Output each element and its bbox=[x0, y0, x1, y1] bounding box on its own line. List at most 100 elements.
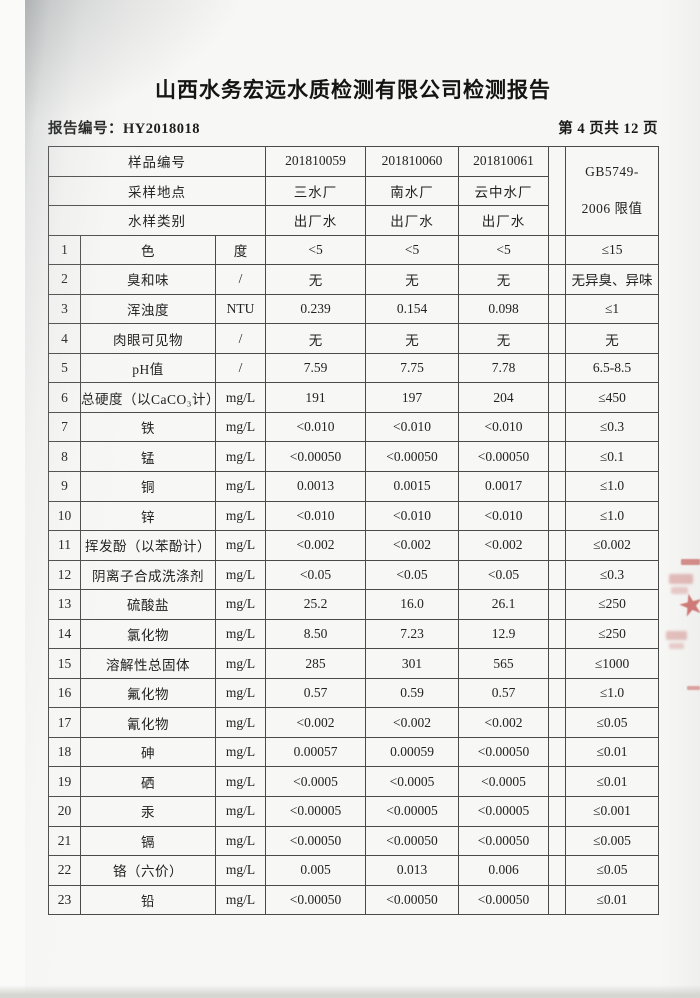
unit-cell: mg/L bbox=[214, 796, 267, 827]
value-cell-3: 无 bbox=[458, 323, 550, 354]
spacer-cell bbox=[548, 589, 567, 620]
row-number-cell: 3 bbox=[48, 293, 81, 325]
spacer-cell bbox=[548, 559, 567, 591]
spacer-cell bbox=[548, 618, 567, 650]
table-row: 15 溶解性总固体 mg/L 285 301 565 ≤1000 bbox=[48, 648, 660, 679]
row-number-cell: 7 bbox=[48, 411, 81, 443]
row-number-cell: 20 bbox=[48, 796, 81, 827]
unit-cell: / bbox=[214, 323, 267, 354]
limit-cell: ≤0.002 bbox=[565, 530, 660, 561]
value-cell-3: <0.05 bbox=[458, 559, 550, 591]
value-cell-2: <0.002 bbox=[365, 707, 460, 738]
spacer-cell bbox=[548, 500, 567, 532]
table-row: 12 阴离子合成洗涤剂 mg/L <0.05 <0.05 <0.05 ≤0.3 bbox=[48, 559, 660, 591]
value-cell-3: 无 bbox=[458, 264, 550, 295]
header-site-label: 采样地点 bbox=[47, 175, 267, 207]
value-cell-3: 12.9 bbox=[458, 618, 550, 650]
value-cell-1: <5 bbox=[265, 234, 367, 266]
spacer-cell bbox=[548, 471, 567, 502]
value-cell-3: 0.57 bbox=[458, 677, 550, 709]
unit-cell: mg/L bbox=[214, 736, 267, 768]
row-number-cell: 19 bbox=[48, 766, 81, 798]
limit-cell: 6.5-8.5 bbox=[565, 352, 660, 384]
row-number-cell: 11 bbox=[48, 530, 81, 561]
value-cell-2: <0.010 bbox=[365, 500, 460, 532]
table-row: 3 浑浊度 NTU 0.239 0.154 0.098 ≤1 bbox=[48, 293, 660, 325]
spacer-cell bbox=[548, 796, 567, 827]
value-cell-1: 25.2 bbox=[265, 589, 367, 620]
value-cell-1: 0.005 bbox=[265, 855, 367, 886]
unit-cell: 度 bbox=[214, 234, 267, 266]
table-row: 2 臭和味 / 无 无 无 无异臭、异味 bbox=[48, 264, 660, 295]
parameter-name-cell: 臭和味 bbox=[80, 264, 216, 295]
unit-cell: mg/L bbox=[214, 648, 267, 679]
limit-cell: ≤0.01 bbox=[565, 736, 660, 768]
row-number-cell: 22 bbox=[48, 855, 81, 886]
value-cell-3: <0.0005 bbox=[458, 766, 550, 798]
unit-cell: mg/L bbox=[214, 441, 267, 473]
row-number-cell: 10 bbox=[48, 500, 81, 532]
value-cell-2: <5 bbox=[365, 234, 460, 266]
value-cell-3: 0.0017 bbox=[458, 471, 550, 502]
spacer-cell bbox=[548, 234, 567, 266]
parameter-name-cell: 汞 bbox=[80, 796, 216, 827]
limit-header-line1: GB5749- bbox=[585, 164, 639, 180]
sample-id-cell: 201810060 bbox=[365, 146, 460, 177]
value-cell-2: <0.00050 bbox=[365, 884, 460, 916]
limit-column-header: GB5749- 2006 限值 bbox=[565, 146, 660, 236]
value-cell-3: 204 bbox=[458, 382, 550, 413]
spacer-cell bbox=[548, 441, 567, 473]
value-cell-2: 197 bbox=[365, 382, 460, 413]
table-row: 8 锰 mg/L <0.00050 <0.00050 <0.00050 ≤0.1 bbox=[48, 441, 660, 473]
value-cell-1: <0.002 bbox=[265, 530, 367, 561]
spacer-cell bbox=[548, 707, 567, 738]
parameter-name-cell: 砷 bbox=[80, 736, 216, 768]
value-cell-1: <0.010 bbox=[265, 411, 367, 443]
value-cell-3: 0.098 bbox=[458, 293, 550, 325]
value-cell-1: <0.00050 bbox=[265, 441, 367, 473]
value-cell-2: 0.013 bbox=[365, 855, 460, 886]
value-cell-3: <0.00050 bbox=[458, 441, 550, 473]
value-cell-3: 26.1 bbox=[458, 589, 550, 620]
spacer-cell bbox=[548, 884, 567, 916]
table-row: 13 硫酸盐 mg/L 25.2 16.0 26.1 ≤250 bbox=[48, 589, 660, 620]
value-cell-2: 无 bbox=[365, 264, 460, 295]
unit-cell: mg/L bbox=[214, 382, 267, 413]
unit-cell: mg/L bbox=[214, 411, 267, 443]
parameter-name-cell: 锰 bbox=[80, 441, 216, 473]
limit-cell: ≤0.01 bbox=[565, 884, 660, 916]
parameter-name-cell: 总硬度（以CaCO₃计） bbox=[80, 382, 216, 413]
value-cell-1: <0.00050 bbox=[265, 884, 367, 916]
limit-header-line2: 2006 限值 bbox=[581, 201, 643, 217]
sample-id-cell: 201810061 bbox=[458, 146, 550, 177]
report-number: 报告编号：HY2018018 bbox=[48, 121, 200, 137]
spacer-cell bbox=[548, 825, 567, 857]
unit-cell: / bbox=[214, 264, 267, 295]
limit-cell: 无 bbox=[565, 323, 660, 354]
unit-cell: mg/L bbox=[214, 825, 267, 857]
row-number-cell: 13 bbox=[48, 589, 81, 620]
spacer-cell bbox=[548, 323, 567, 354]
parameter-name-cell: 铜 bbox=[80, 471, 216, 502]
page-title: 山西水务宏远水质检测有限公司检测报告 bbox=[155, 79, 551, 102]
value-cell-1: 285 bbox=[265, 648, 367, 679]
unit-cell: mg/L bbox=[214, 855, 267, 886]
value-cell-1: <0.010 bbox=[265, 500, 367, 532]
value-cell-2: 0.0015 bbox=[365, 471, 460, 502]
spacer-cell bbox=[548, 264, 567, 295]
value-cell-1: <0.00005 bbox=[265, 796, 367, 827]
value-cell-2: 16.0 bbox=[365, 589, 460, 620]
unit-cell: mg/L bbox=[214, 766, 267, 798]
row-number-cell: 21 bbox=[48, 825, 81, 857]
row-number-cell: 14 bbox=[48, 618, 81, 650]
row-number-cell: 18 bbox=[48, 736, 81, 768]
limit-cell: ≤450 bbox=[565, 382, 660, 413]
row-number-cell: 5 bbox=[48, 352, 81, 384]
limit-cell: ≤0.005 bbox=[565, 825, 660, 857]
spacer-cell bbox=[548, 530, 567, 561]
value-cell-3: 565 bbox=[458, 648, 550, 679]
limit-cell: ≤0.3 bbox=[565, 411, 660, 443]
value-cell-3: <0.00050 bbox=[458, 825, 550, 857]
table-row: 10 锌 mg/L <0.010 <0.010 <0.010 ≤1.0 bbox=[48, 500, 660, 532]
